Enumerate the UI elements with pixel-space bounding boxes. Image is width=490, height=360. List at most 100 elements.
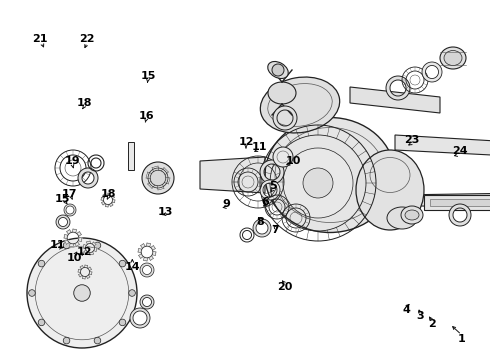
Polygon shape: [395, 135, 490, 157]
Text: 14: 14: [124, 262, 140, 272]
Polygon shape: [200, 157, 265, 193]
Text: 3: 3: [416, 311, 424, 321]
Ellipse shape: [387, 207, 417, 229]
Polygon shape: [89, 271, 92, 275]
Polygon shape: [77, 231, 81, 236]
Wedge shape: [422, 62, 442, 82]
Text: 12: 12: [76, 247, 92, 257]
Polygon shape: [101, 197, 104, 201]
Polygon shape: [157, 184, 164, 190]
Polygon shape: [148, 256, 153, 260]
Polygon shape: [139, 254, 143, 258]
Circle shape: [148, 168, 168, 188]
Polygon shape: [138, 248, 142, 253]
Text: 15: 15: [140, 71, 156, 81]
Text: 23: 23: [404, 135, 419, 145]
Polygon shape: [350, 87, 440, 113]
Polygon shape: [164, 177, 170, 184]
Circle shape: [303, 168, 333, 198]
Wedge shape: [140, 295, 154, 309]
Polygon shape: [84, 250, 88, 254]
Polygon shape: [90, 252, 94, 255]
Text: 24: 24: [452, 146, 467, 156]
Polygon shape: [64, 235, 68, 239]
Circle shape: [28, 290, 35, 296]
Text: 13: 13: [158, 207, 173, 217]
Text: 4: 4: [403, 305, 411, 315]
Circle shape: [94, 337, 101, 344]
Ellipse shape: [268, 82, 296, 104]
Text: 7: 7: [271, 225, 279, 235]
Circle shape: [283, 148, 353, 218]
Text: 18: 18: [76, 98, 92, 108]
Polygon shape: [82, 276, 85, 279]
Polygon shape: [152, 251, 156, 256]
Polygon shape: [88, 267, 92, 271]
Polygon shape: [141, 244, 146, 248]
Wedge shape: [78, 168, 98, 188]
Ellipse shape: [265, 117, 395, 233]
Polygon shape: [152, 166, 159, 172]
Polygon shape: [67, 230, 72, 234]
Wedge shape: [140, 263, 154, 277]
Text: 17: 17: [62, 189, 77, 199]
Wedge shape: [386, 76, 410, 100]
Polygon shape: [78, 273, 82, 277]
Polygon shape: [80, 266, 84, 269]
Text: 11: 11: [252, 142, 268, 152]
Polygon shape: [147, 181, 155, 188]
Polygon shape: [94, 248, 97, 252]
Text: 20: 20: [277, 282, 293, 292]
Wedge shape: [449, 204, 471, 226]
Circle shape: [74, 285, 90, 301]
Text: 6: 6: [262, 197, 270, 207]
Ellipse shape: [260, 77, 340, 133]
Wedge shape: [130, 308, 150, 328]
Ellipse shape: [444, 50, 462, 66]
Text: 21: 21: [32, 34, 48, 44]
Polygon shape: [430, 199, 490, 206]
Text: 19: 19: [65, 156, 80, 166]
Polygon shape: [424, 195, 490, 210]
Polygon shape: [161, 168, 169, 175]
Polygon shape: [144, 257, 147, 261]
Polygon shape: [65, 240, 69, 244]
Polygon shape: [105, 204, 108, 207]
Text: 12: 12: [238, 137, 254, 147]
Text: 18: 18: [101, 189, 117, 199]
Polygon shape: [107, 193, 111, 196]
Ellipse shape: [268, 62, 288, 78]
Polygon shape: [109, 203, 113, 207]
Polygon shape: [78, 237, 82, 242]
Polygon shape: [74, 242, 79, 246]
Circle shape: [129, 290, 135, 296]
Polygon shape: [151, 246, 155, 250]
Wedge shape: [260, 160, 284, 184]
Wedge shape: [56, 215, 70, 229]
Wedge shape: [260, 180, 280, 200]
Circle shape: [94, 242, 101, 249]
Circle shape: [63, 337, 70, 344]
Circle shape: [27, 238, 137, 348]
Ellipse shape: [440, 47, 466, 69]
Circle shape: [273, 147, 293, 167]
Circle shape: [272, 64, 284, 76]
Polygon shape: [86, 275, 90, 279]
Text: 8: 8: [257, 217, 265, 228]
Wedge shape: [273, 106, 297, 130]
Polygon shape: [73, 229, 76, 233]
Circle shape: [63, 242, 70, 249]
Text: 10: 10: [67, 253, 82, 264]
Polygon shape: [395, 193, 490, 210]
Polygon shape: [146, 172, 152, 179]
Text: 15: 15: [55, 194, 71, 204]
Polygon shape: [78, 269, 81, 273]
Polygon shape: [147, 243, 150, 247]
Ellipse shape: [405, 210, 419, 220]
Text: 10: 10: [285, 156, 301, 166]
Polygon shape: [70, 243, 74, 247]
Text: 11: 11: [50, 240, 66, 250]
Wedge shape: [64, 204, 76, 216]
Circle shape: [119, 260, 126, 267]
Text: 9: 9: [222, 199, 230, 210]
